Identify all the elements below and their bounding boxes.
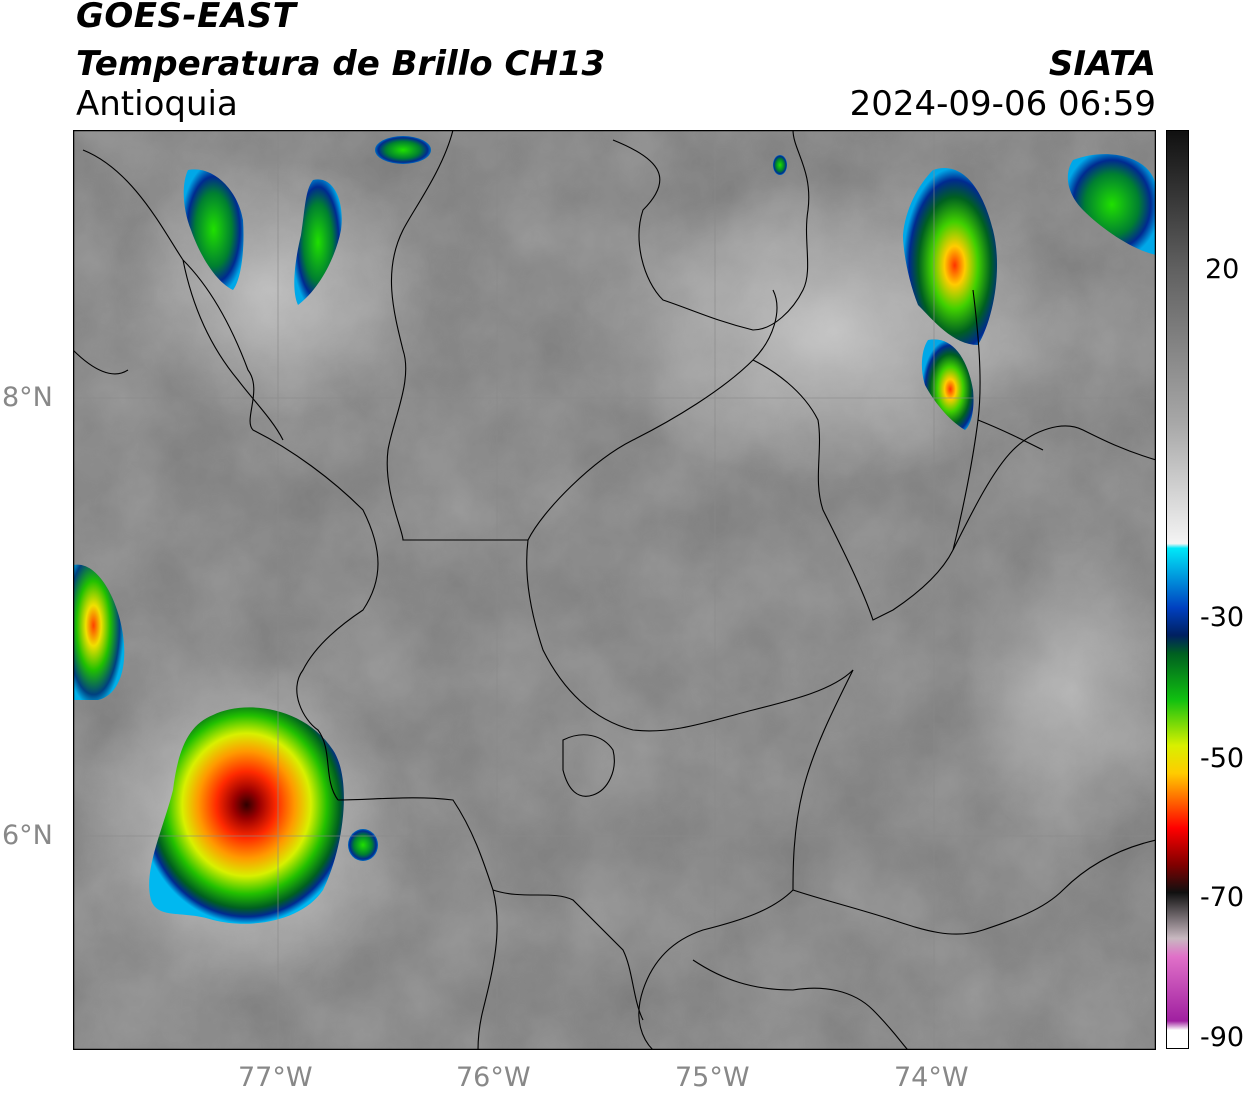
lat-tick-label: 8°N (2, 382, 53, 413)
lat-tick-label: 6°N (2, 820, 53, 851)
storm-cell (183, 169, 244, 290)
lon-tick-label: 75°W (675, 1062, 750, 1093)
colorbar-tick-label: -70 (1200, 882, 1245, 913)
satellite-map (73, 130, 1156, 1050)
boundaries (73, 130, 1156, 1050)
storm-cell (903, 168, 998, 345)
storm-cell (149, 707, 344, 924)
map-frame (73, 130, 1156, 1050)
storm-cell (1067, 154, 1156, 255)
lon-tick-label: 77°W (238, 1062, 313, 1093)
colorbar-tick-label: -30 (1200, 602, 1245, 633)
storm-cell (773, 155, 787, 175)
satellite-title: GOES-EAST (76, 0, 297, 36)
product-title: Temperatura de Brillo CH13 (76, 44, 606, 84)
storm-cell (348, 829, 378, 861)
colorbar-tick-label: 20 (1205, 254, 1240, 285)
region-label: Antioquia (76, 84, 238, 124)
storm-cell (921, 339, 974, 430)
organization-label: SIATA (1048, 44, 1156, 84)
lon-tick-label: 74°W (894, 1062, 969, 1093)
lon-tick-label: 76°W (456, 1062, 531, 1093)
storm-cell (375, 136, 431, 164)
storm-cell (73, 564, 125, 700)
datetime-label: 2024-09-06 06:59 (849, 84, 1156, 124)
cloud-band (963, 530, 1156, 850)
colorbar (1166, 130, 1189, 1049)
colorbar-tick-label: -50 (1200, 743, 1245, 774)
storm-cell (294, 179, 342, 305)
colorbar-tick-label: -90 (1200, 1022, 1245, 1053)
